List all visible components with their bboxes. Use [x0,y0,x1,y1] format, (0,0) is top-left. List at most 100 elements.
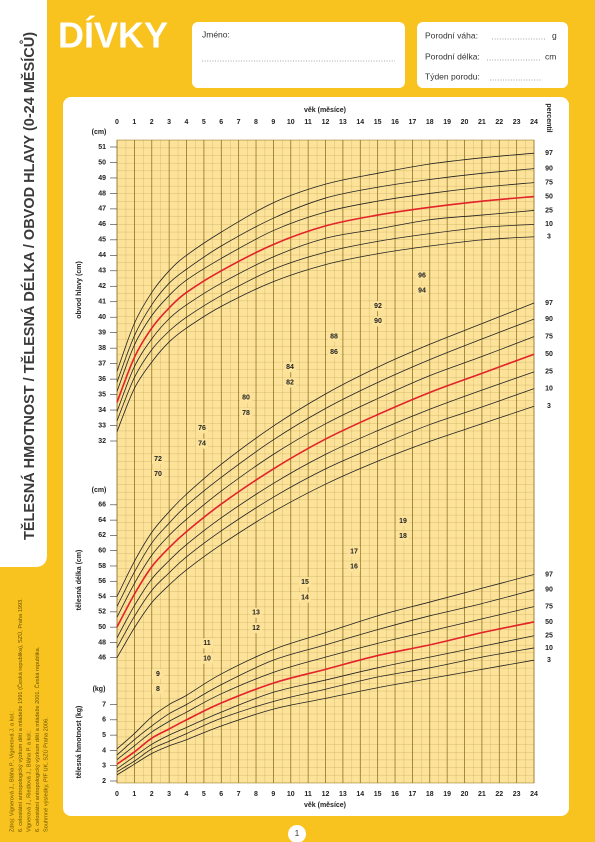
y-tick-label: 64 [98,517,106,524]
y-tick-label: 47 [98,206,106,213]
x-tick-label: 12 [322,791,330,798]
percentile-line [116,606,535,760]
x-tick-label: 10 [287,119,295,126]
y-unit: (kg) [93,686,106,693]
birth-box [417,22,568,88]
x-tick-label: 24 [530,119,538,126]
y-tick-label: 7 [102,701,106,708]
y-tick-label: 32 [98,438,106,445]
y-tick-label-bg [240,392,252,403]
percentile-line [116,236,535,432]
x-tick-label: 19 [443,119,451,126]
y-tick-label: 38 [98,345,106,352]
y-tick-label: 43 [98,268,106,275]
x-tick-label: 16 [391,791,399,798]
y-tick-label: 46 [98,655,106,662]
y-tick-label-bg [328,331,340,342]
birth-weight-unit: g [552,30,557,40]
page-number: 1 [295,829,300,838]
y-tick-label: 46 [98,221,106,228]
y-tick-label-bg [348,561,360,572]
y-tick-label: 15 [301,579,309,586]
percentile-line [116,318,535,607]
y-tick-label: 42 [98,283,106,290]
y-tick-label: 74 [198,441,206,448]
x-tick-label: 15 [374,791,382,798]
legend-label: 25 [545,369,553,376]
y-tick-label: 49 [98,175,106,182]
y-tick-label-bg [397,531,409,542]
y-tick-label: 52 [98,609,106,616]
y-axis-title: tělesná délka (cm) [76,550,83,611]
source-line: Vignerová J., Riedlová J., Bláha P. a ko… [26,730,32,832]
y-tick-label: 9 [156,671,160,678]
x-tick-label: 3 [167,119,171,126]
x-tick-label: 16 [391,119,399,126]
legend-label: 10 [545,221,553,228]
y-tick-label: 50 [98,159,106,166]
y-tick-label: 37 [98,360,106,367]
y-tick-label: 6 [102,717,106,724]
y-tick-label-bg [328,346,340,357]
x-tick-label: 7 [237,791,241,798]
y-tick-label: 76 [198,425,206,432]
y-tick-label: 88 [330,333,338,340]
percentile-line [116,405,535,658]
x-tick-label: 22 [495,119,503,126]
percentile-line [116,223,535,422]
y-tick-label: 90 [374,318,382,325]
y-tick-label-bg [152,469,164,480]
birth-weight-label: Porodní váha: [425,30,478,40]
x-tick-label: 1 [132,791,136,798]
y-tick-label-bg [152,453,164,464]
y-tick-label: 40 [98,314,106,321]
x-tick-label: 20 [461,791,469,798]
source-line: 6. celostátní antropologický výzkum dětí… [17,598,24,832]
y-tick-label: 35 [98,391,106,398]
x-tick-label: 8 [254,119,258,126]
x-tick-label: 1 [132,119,136,126]
legend-label: 90 [545,587,553,594]
y-tick-label-bg [284,377,296,388]
x-tick-label: 14 [356,791,364,798]
source-note: Zdroj: Vignerová J., Bláha P., Vignerová… [9,598,49,832]
y-tick-label-bg [397,516,409,526]
x-tick-label: 10 [287,791,295,798]
y-tick-label: 70 [154,471,162,478]
x-tick-label: 12 [322,119,330,126]
x-tick-label: 5 [202,119,206,126]
y-tick-label: 33 [98,422,106,429]
y-tick-label: 48 [98,190,106,197]
y-tick-label-bg [416,270,428,281]
x-tick-label: 19 [443,791,451,798]
y-tick-label: 66 [98,502,106,509]
y-tick-label-bg [416,285,428,296]
y-tick-label: 45 [98,237,106,244]
x-tick-label: 0 [115,119,119,126]
side-panel [0,0,47,567]
name-label: Jméno: [202,29,230,39]
x-tick-label: 11 [304,119,312,126]
y-tick-label-bg [299,592,311,603]
y-tick-label: 18 [399,533,407,540]
legend-label: 10 [545,645,553,652]
legend-label: 75 [545,179,553,186]
y-unit: (cm) [92,487,107,494]
x-tick-label: 18 [426,791,434,798]
y-tick-label: 3 [102,763,106,770]
legend-label: 97 [545,150,553,157]
percentile-line [116,152,535,372]
legend-label: 97 [545,300,553,307]
page-title: DÍVKY [58,15,168,56]
y-tick-label: 60 [98,548,106,555]
y-tick-label: 58 [98,563,106,570]
legend-label: 3 [547,403,551,410]
y-tick-label: 82 [286,379,294,386]
legend-label: 25 [545,207,553,214]
legend-label: 3 [547,234,551,241]
x-tick-label: 7 [237,119,241,126]
legend-label: 10 [545,385,553,392]
page-number-badge [288,825,306,842]
y-tick-label-bg [201,638,213,649]
y-tick-label: 14 [301,594,309,601]
